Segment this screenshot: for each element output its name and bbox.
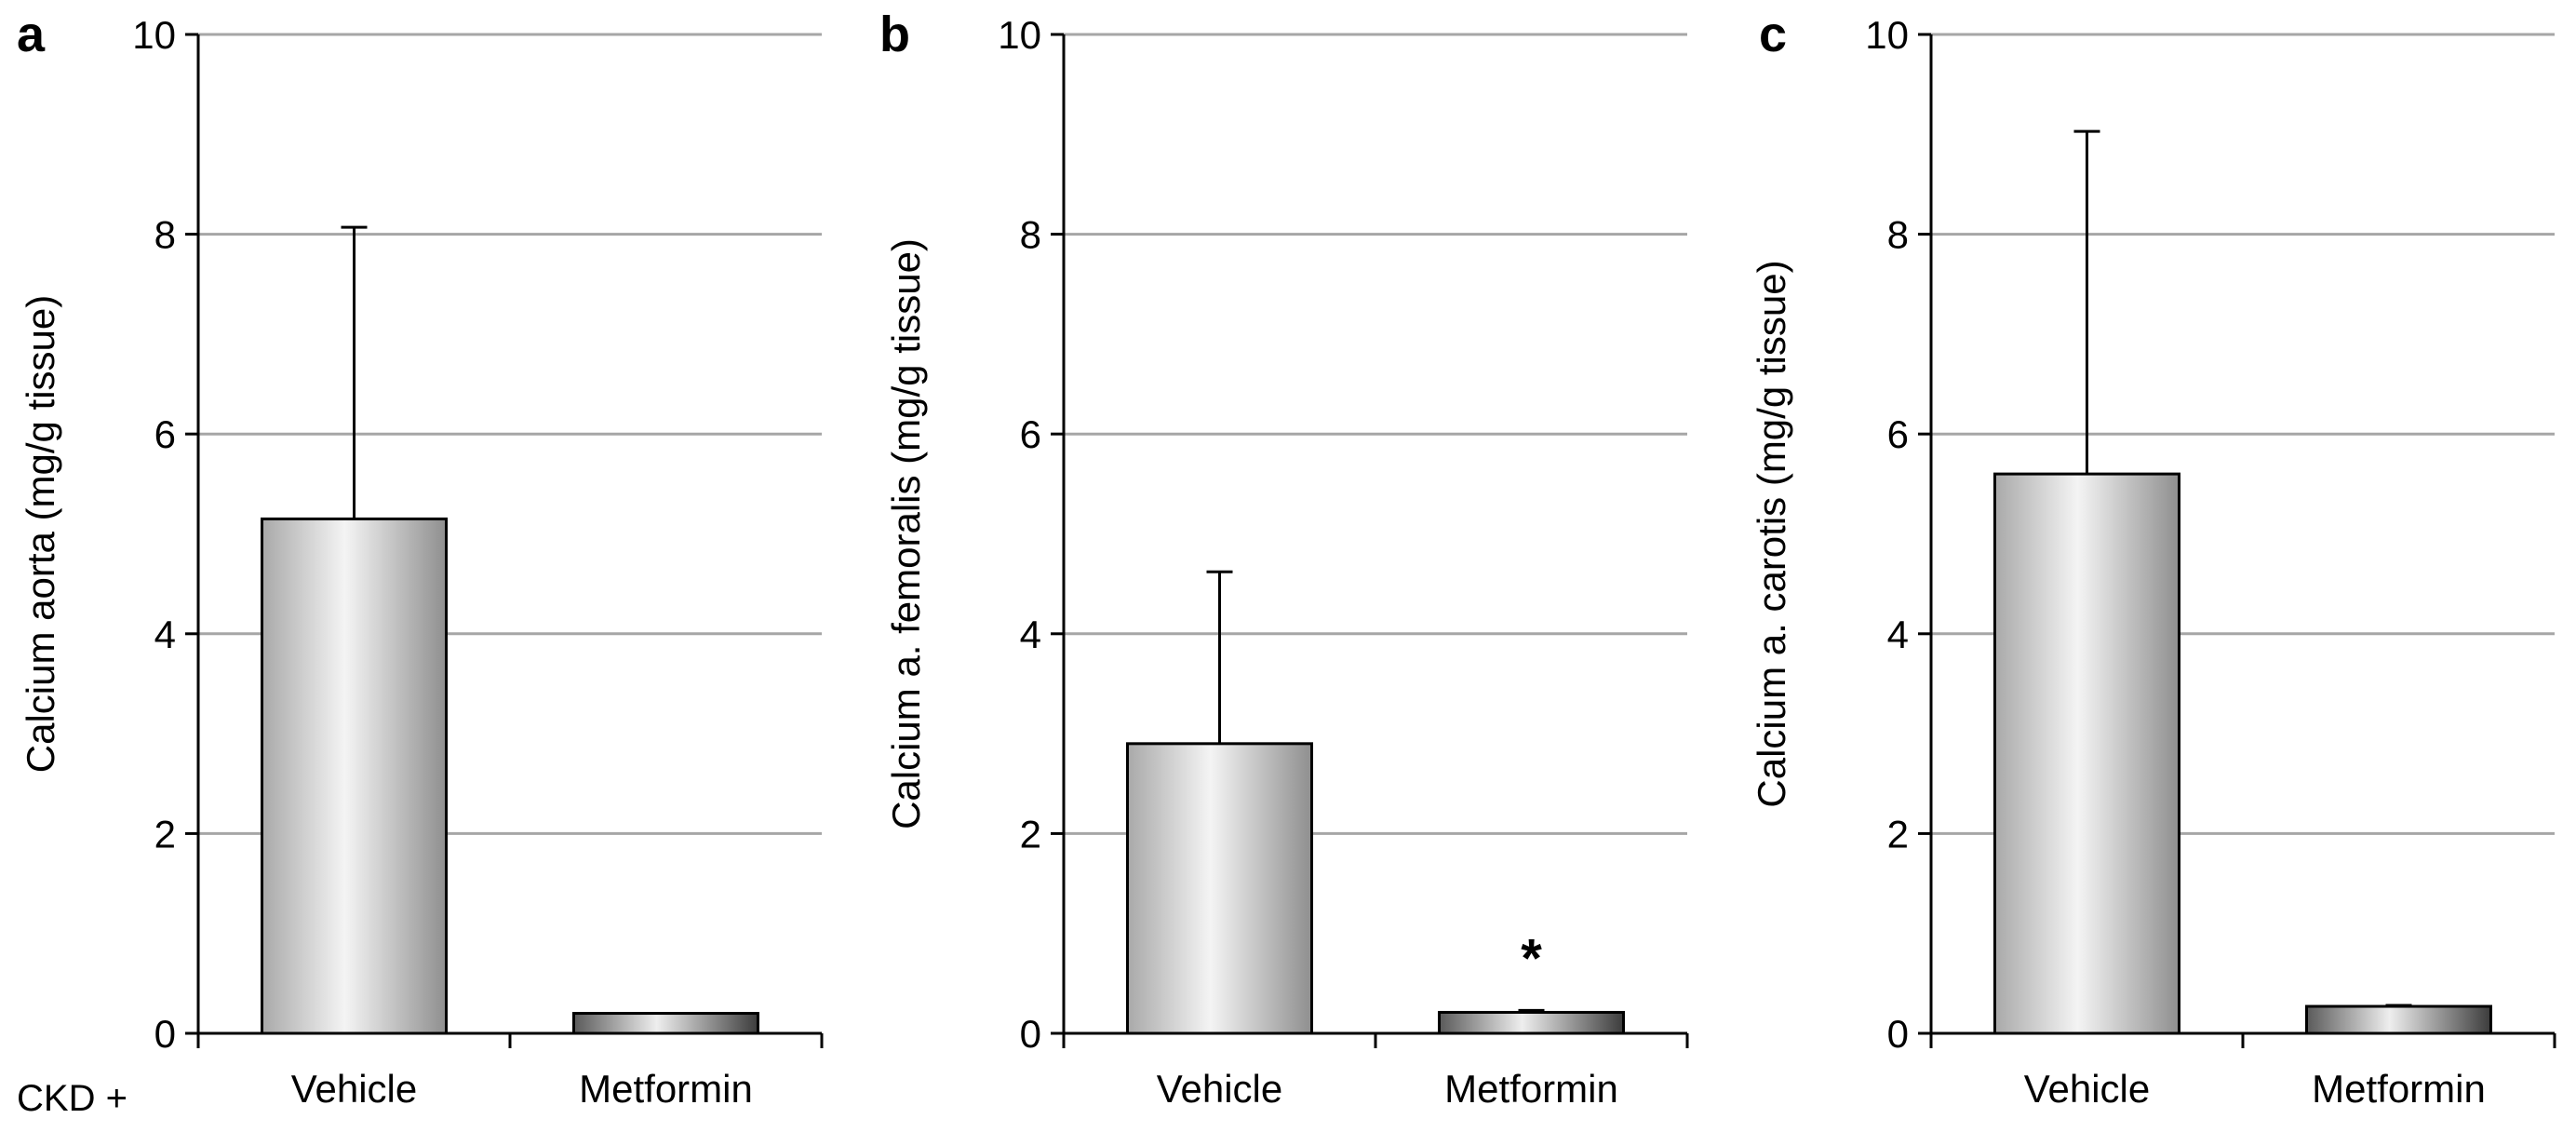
bar-metformin — [1438, 1010, 1625, 1035]
y-tick-label: 6 — [154, 412, 176, 456]
y-tick-label: 0 — [154, 1012, 176, 1056]
panel-label: b — [879, 7, 910, 62]
y-tick-label: 6 — [1020, 412, 1041, 456]
x-category-label: Vehicle — [2024, 1067, 2150, 1111]
bar-vehicle — [261, 517, 448, 1035]
y-axis-title: Calcium a. carotis (mg/g tissue) — [1750, 260, 1793, 807]
bar-vehicle — [1993, 472, 2180, 1035]
y-tick-label: 4 — [1887, 613, 1909, 656]
y-tick-label: 2 — [1887, 812, 1909, 856]
significance-marker: * — [1521, 928, 1542, 989]
y-tick-label: 10 — [1865, 13, 1909, 57]
y-tick-label: 4 — [154, 613, 176, 656]
y-tick-label: 8 — [1020, 213, 1041, 257]
chart-panel-b: 0 2 4 6 8 10 Vehicle Metformin * b Calcium a. femo… — [879, 7, 1689, 1111]
x-category-label: Vehicle — [1157, 1067, 1282, 1111]
panel-label: c — [1759, 7, 1787, 62]
y-tick-label: 0 — [1887, 1012, 1909, 1056]
row-prefix-label: CKD + — [17, 1078, 127, 1119]
y-tick-label: 0 — [1020, 1012, 1041, 1056]
bar-vehicle — [1126, 742, 1313, 1035]
y-tick-label: 10 — [132, 13, 176, 57]
y-axis-title: Calcium aorta (mg/g tissue) — [19, 295, 62, 774]
x-category-label: Metformin — [1444, 1067, 1618, 1111]
bar-metformin — [572, 1012, 759, 1035]
x-category-label: Metformin — [2312, 1067, 2486, 1111]
y-tick-label: 2 — [154, 812, 176, 856]
y-axis-title: Calcium a. femoralis (mg/g tissue) — [884, 238, 928, 829]
y-tick-label: 10 — [998, 13, 1041, 57]
y-tick-label: 4 — [1020, 613, 1041, 656]
chart-panel-c: 0 2 4 6 8 10 Vehicle Metformin c Calcium a. carot… — [1750, 7, 2556, 1111]
x-category-label: Metformin — [579, 1067, 753, 1111]
y-tick-label: 2 — [1020, 812, 1041, 856]
chart-panel-a: 0 2 4 6 8 10 Vehicle Metformin a Calcium aorta (m… — [17, 7, 824, 1111]
x-category-label: Vehicle — [291, 1067, 417, 1111]
panel-label: a — [17, 7, 46, 62]
y-tick-label: 8 — [1887, 213, 1909, 257]
y-tick-label: 8 — [154, 213, 176, 257]
y-tick-label: 6 — [1887, 412, 1909, 456]
bar-metformin — [2305, 1004, 2492, 1035]
